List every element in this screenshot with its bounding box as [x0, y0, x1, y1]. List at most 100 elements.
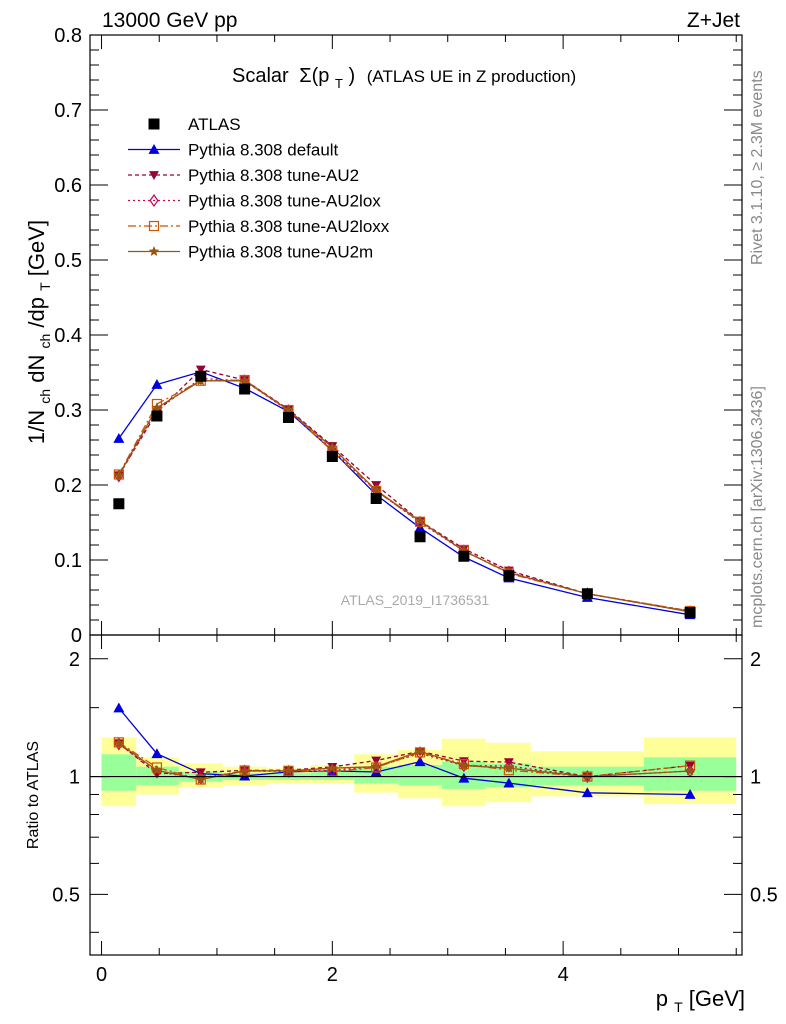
- plot-title-symbol: Σ(p: [299, 65, 329, 87]
- legend-marker: [149, 193, 159, 208]
- series-point: [113, 469, 125, 480]
- ratio-series-point: [370, 761, 382, 772]
- legend-label: ATLAS: [188, 115, 241, 134]
- ratio-y-axis: 0.5 0.5 1 1 2 2: [52, 649, 778, 933]
- y-label-part3: /dp: [24, 297, 49, 328]
- y-label-part1: 1/N: [24, 410, 49, 444]
- legend-label: Pythia 8.308 tune-AU2m: [188, 243, 373, 262]
- ratio-series-point: [151, 748, 163, 759]
- ratio-y-tick-label: 1: [69, 767, 80, 789]
- series-point: [283, 404, 294, 415]
- rivet-label: Rivet 3.1.10, ≥ 2.3M events: [749, 70, 766, 265]
- series-line: [118, 377, 691, 613]
- ratio-frame: [89, 634, 743, 956]
- series-point: [195, 365, 206, 375]
- main-y-tick-label: 0.7: [54, 100, 82, 122]
- main-y-tick-label: 0.5: [54, 250, 82, 272]
- ratio-series-point: [458, 772, 470, 783]
- energy-label: 13000 GeV pp: [102, 9, 237, 32]
- legend-label: Pythia 8.308 tune-AU2loxx: [188, 217, 390, 236]
- series-line: [118, 368, 691, 612]
- ratio-series-line: [118, 742, 691, 781]
- legend-label: Pythia 8.308 default: [188, 141, 339, 160]
- main-y-tick-label: 0: [71, 625, 82, 647]
- data-point: [503, 570, 515, 582]
- main-plot-content: [113, 365, 696, 620]
- series-line: [118, 379, 691, 612]
- x-axis-label: p T [GeV]: [656, 986, 745, 1017]
- ratio-series-point: [414, 756, 426, 767]
- legend-marker: [149, 171, 159, 180]
- main-y-tick-label: 0.6: [54, 175, 82, 197]
- ratio-y-tick-label: 2: [69, 649, 80, 671]
- legend-marker: [148, 246, 160, 256]
- mcplots-label: mcplots.cern.ch [arXiv:1306.3436]: [749, 386, 766, 628]
- plot-title-sub: T: [335, 76, 343, 91]
- series-point: [239, 375, 250, 386]
- main-y-tick-label: 0.4: [54, 325, 82, 347]
- series-point: [151, 379, 163, 389]
- ratio-series-point: [151, 764, 163, 775]
- data-point: [113, 498, 125, 510]
- series-point: [151, 402, 163, 413]
- data-point: [195, 370, 207, 382]
- series-point: [327, 442, 338, 452]
- x-axis: 0 2 4: [96, 635, 737, 986]
- data-point: [414, 531, 426, 543]
- y-label-sub3: T: [37, 282, 53, 291]
- ratio-panel: 0.5 0.5 1 1 2 2 0 2 4: [52, 634, 778, 986]
- data-point: [684, 607, 696, 618]
- y-label-sub1: ch: [37, 389, 53, 404]
- data-point: [326, 451, 338, 462]
- y-label-part4: [GeV]: [24, 220, 49, 276]
- series-line: [118, 371, 691, 616]
- main-x-axis-ticks: [101, 35, 737, 635]
- x-label-sub1: T: [674, 999, 683, 1015]
- ratio-series-point: [504, 759, 514, 773]
- ratio-series-point: [239, 765, 250, 776]
- data-point: [239, 383, 251, 395]
- series-point: [370, 484, 382, 495]
- process-label: Z+Jet: [687, 9, 740, 32]
- ratio-band-green: [101, 754, 137, 791]
- y-label-sub2: ch: [37, 334, 53, 349]
- legend-label: Pythia 8.308 tune-AU2lox: [188, 192, 381, 211]
- y-label-part2: dN: [24, 355, 49, 383]
- legend: ATLAS Pythia 8.308 default Pythia 8.308 tu…: [128, 115, 390, 262]
- ratio-uncertainty-bands: [101, 737, 737, 807]
- ratio-y-axis-label: Ratio to ATLAS: [25, 741, 42, 849]
- x-label-part1: p: [656, 986, 668, 1011]
- ratio-series-point: [503, 777, 515, 788]
- ratio-series-point: [684, 788, 696, 799]
- ratio-series-point: [327, 762, 338, 773]
- data-point: [151, 410, 163, 422]
- main-panel: 0 0.1 0.2 0.3 0.4 0.5 0.6 0.7 0.8 ATLAS_2019_I17…: [54, 25, 743, 647]
- ratio-series-point: [458, 760, 470, 771]
- legend-marker: [148, 220, 160, 232]
- ratio-y-tick-label-right: 1: [750, 767, 761, 789]
- series-point: [113, 433, 125, 443]
- ratio-band-green: [398, 765, 442, 786]
- data-point: [370, 493, 382, 504]
- series-line: [118, 380, 691, 613]
- ratio-series-line: [118, 707, 691, 796]
- plot-title: Scalar Σ(p T ) (ATLAS UE in Z production…: [232, 65, 576, 93]
- data-point: [282, 412, 294, 423]
- ratio-plot-content: [90, 702, 742, 799]
- main-y-axis-label: 1/N ch dN ch /dp T [GeV]: [24, 220, 55, 444]
- main-y-tick-label: 0.3: [54, 400, 82, 422]
- x-label-part2: [GeV]: [689, 986, 745, 1011]
- main-y-axis: 0 0.1 0.2 0.3 0.4 0.5 0.6 0.7 0.8: [54, 25, 742, 647]
- ratio-series-line: [118, 743, 691, 779]
- data-point: [458, 550, 470, 562]
- plot-title-close: ): [349, 65, 356, 87]
- ratio-y-tick-label-right: 2: [750, 649, 761, 671]
- analysis-id-label: ATLAS_2019_I1736531: [341, 592, 490, 608]
- series-point: [414, 515, 426, 526]
- ratio-series-point: [195, 774, 207, 784]
- ratio-series-point: [113, 737, 125, 748]
- x-tick-label: 4: [558, 964, 569, 986]
- legend-marker: [148, 118, 160, 130]
- ratio-series-point: [283, 765, 294, 776]
